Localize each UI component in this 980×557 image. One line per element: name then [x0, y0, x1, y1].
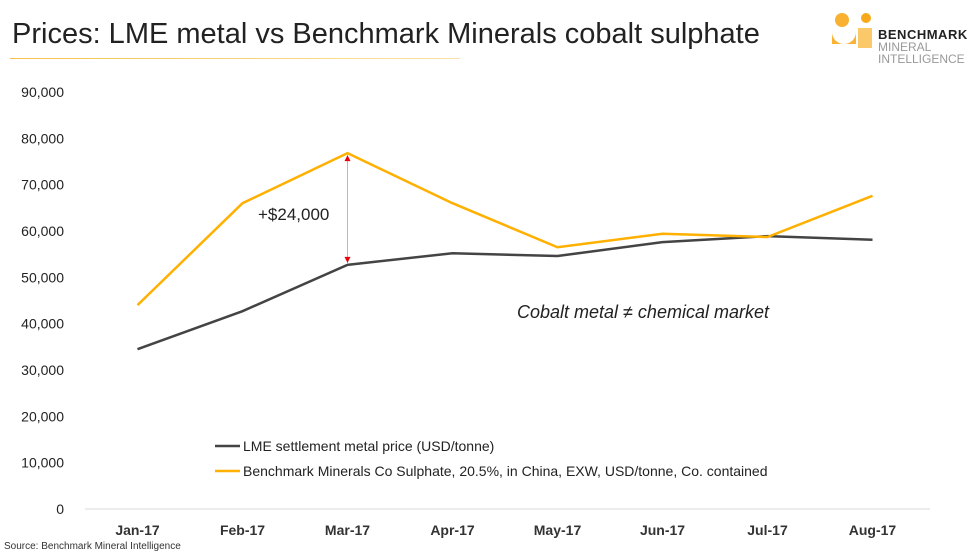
x-tick-label: Mar-17 — [325, 522, 370, 538]
y-tick-label: 10,000 — [21, 455, 64, 471]
x-tick-label: Aug-17 — [849, 522, 897, 538]
gap-label: +$24,000 — [258, 205, 329, 224]
x-tick-label: Jul-17 — [747, 522, 788, 538]
x-tick-label: Feb-17 — [220, 522, 265, 538]
x-tick-label: May-17 — [534, 522, 582, 538]
arrow-down-icon — [344, 256, 351, 263]
y-tick-label: 30,000 — [21, 362, 64, 378]
y-tick-label: 50,000 — [21, 269, 64, 285]
y-tick-label: 20,000 — [21, 408, 64, 424]
logo-text-1: BENCHMARK — [878, 27, 968, 42]
series-line-1 — [136, 151, 873, 307]
legend-label-lme: LME settlement metal price (USD/tonne) — [243, 438, 494, 454]
logo-text-2: MINERAL — [878, 40, 932, 54]
y-tick-label: 60,000 — [21, 223, 64, 239]
y-tick-label: 40,000 — [21, 316, 64, 332]
y-tick-label: 90,000 — [21, 84, 64, 100]
page-title: Prices: LME metal vs Benchmark Minerals … — [12, 18, 760, 50]
benchmark-logo: BENCHMARK MINERAL INTELLIGENCE — [828, 10, 978, 65]
y-tick-label: 70,000 — [21, 177, 64, 193]
legend: LME settlement metal price (USD/tonne) B… — [215, 438, 768, 479]
logo-mark-icon — [832, 13, 872, 48]
series-line-0 — [137, 234, 873, 351]
title-underline — [10, 58, 460, 59]
logo-text-3: INTELLIGENCE — [878, 52, 965, 66]
x-tick-label: Jun-17 — [640, 522, 685, 538]
market-annotation: Cobalt metal ≠ chemical market — [517, 302, 770, 322]
x-tick-label: Jan-17 — [115, 522, 160, 538]
arrow-up-icon — [344, 155, 351, 162]
y-tick-label: 80,000 — [21, 130, 64, 146]
source-note: Source: Benchmark Mineral Intelligence — [4, 541, 181, 552]
legend-label-sulphate: Benchmark Minerals Co Sulphate, 20.5%, i… — [243, 463, 768, 479]
y-tick-label: 0 — [56, 501, 64, 517]
x-tick-label: Apr-17 — [430, 522, 475, 538]
